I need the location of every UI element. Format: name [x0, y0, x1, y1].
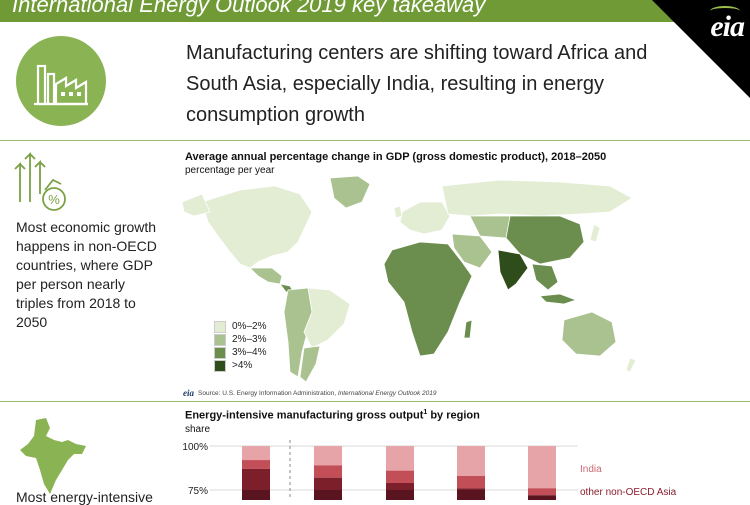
bar-segment — [457, 490, 485, 500]
y-tick-label: 75% — [188, 486, 208, 497]
legend-swatch — [214, 333, 226, 346]
legend-label: 0%–2% — [232, 321, 267, 332]
bar-segment — [314, 477, 342, 490]
bar-segment — [386, 490, 414, 500]
bar-segment — [386, 446, 414, 471]
bar-segment — [528, 488, 556, 496]
bar-segment — [242, 468, 270, 490]
bar-segment — [242, 460, 270, 469]
map-region-mexico — [249, 267, 283, 285]
banner-title: International Energy Outlook 2019 key ta… — [12, 0, 486, 17]
world-map — [181, 175, 637, 383]
factory-icon-circle — [16, 36, 106, 126]
bar-chart-title: Energy-intensive manufacturing gross out… — [185, 409, 480, 422]
growth-icon-group: % — [14, 150, 69, 217]
y-tick-label: 100% — [182, 442, 208, 453]
bar-segment — [386, 470, 414, 483]
map-region-new-zealand — [625, 357, 637, 373]
legend-label: 3%–4% — [232, 347, 267, 358]
map-region-indonesia — [539, 293, 578, 305]
map-region-uk — [393, 205, 403, 219]
bar-chart-title-text: Energy-intensive manufacturing gross out… — [185, 409, 424, 422]
map-region-north-america — [201, 185, 313, 269]
map-region-china — [505, 215, 585, 265]
source-prefix: Source: U.S. Energy Information Administ… — [198, 389, 338, 397]
map-region-middle-east — [451, 233, 493, 269]
divider-top — [0, 140, 750, 141]
map-region-australia — [561, 311, 617, 357]
bar-segment — [314, 446, 342, 466]
legend-label: >4% — [232, 360, 253, 371]
map-region-europe — [399, 201, 451, 235]
headline: Manufacturing centers are shifting towar… — [186, 42, 648, 126]
legend-item: 0%–2% — [214, 320, 266, 333]
india-map-icon — [20, 418, 86, 494]
legend-item: 3%–4% — [214, 346, 266, 359]
map-region-russia — [441, 179, 633, 217]
bar-segment — [457, 488, 485, 490]
bar-segment — [242, 446, 270, 461]
map-region-argentina — [299, 345, 321, 383]
series-label-other-non-oecd-asia: other non-OECD Asia — [580, 487, 677, 498]
legend-swatch — [214, 359, 226, 372]
divider-bottom — [0, 401, 750, 402]
logo-corner — [652, 0, 750, 98]
legend-swatch — [214, 346, 226, 359]
bar-chart-title-suffix: by region — [427, 409, 480, 422]
india-icon-group — [16, 418, 88, 503]
map-region-alaska — [181, 193, 211, 217]
map-title: Average annual percentage change in GDP … — [185, 151, 607, 163]
bar-segment — [314, 490, 342, 500]
eia-logo: eia — [710, 10, 745, 43]
bar-segment — [314, 465, 342, 478]
bar-segment — [242, 490, 270, 500]
legend-label: 2%–3% — [232, 334, 267, 345]
map-region-greenland — [329, 175, 371, 209]
bar-segment — [457, 446, 485, 476]
bar-segment — [386, 482, 414, 490]
source-title: International Energy Outlook 2019 — [337, 389, 437, 397]
map-region-madagascar — [463, 319, 473, 339]
legend-swatch — [214, 320, 226, 333]
map-subtitle: percentage per year — [185, 165, 275, 176]
map-region-southeast-asia — [531, 263, 559, 291]
svg-text:%: % — [48, 192, 60, 207]
map-source: eia Source: U.S. Energy Information Admi… — [183, 388, 436, 398]
growth-arrows-percent-icon: % — [14, 151, 66, 211]
factory-icon — [34, 64, 88, 106]
bar-chart-title-footnote: 1 — [423, 409, 428, 416]
bottom-text: Most energy-intensive — [16, 489, 153, 505]
map-region-japan — [589, 223, 601, 243]
series-label-india: India — [580, 464, 602, 475]
map-region-africa — [383, 241, 473, 357]
map-region-india — [497, 249, 529, 291]
bar-segment — [457, 475, 485, 489]
eia-swoosh-icon — [710, 6, 740, 16]
bar-segment — [528, 446, 556, 489]
bar-segment — [528, 495, 556, 500]
bar-chart: 100% 75% — [182, 440, 578, 500]
top-banner: International Energy Outlook 2019 key ta… — [0, 0, 750, 22]
side-text: Most economic growth happens in non-OECD… — [16, 219, 157, 330]
legend-item: >4% — [214, 359, 266, 372]
bar-chart-ylabel: share — [185, 424, 211, 435]
map-region-brazil — [303, 287, 351, 349]
map-legend: 0%–2% 2%–3% 3%–4% >4% — [214, 320, 266, 372]
legend-item: 2%–3% — [214, 333, 266, 346]
source-eia-logo: eia — [183, 388, 194, 398]
